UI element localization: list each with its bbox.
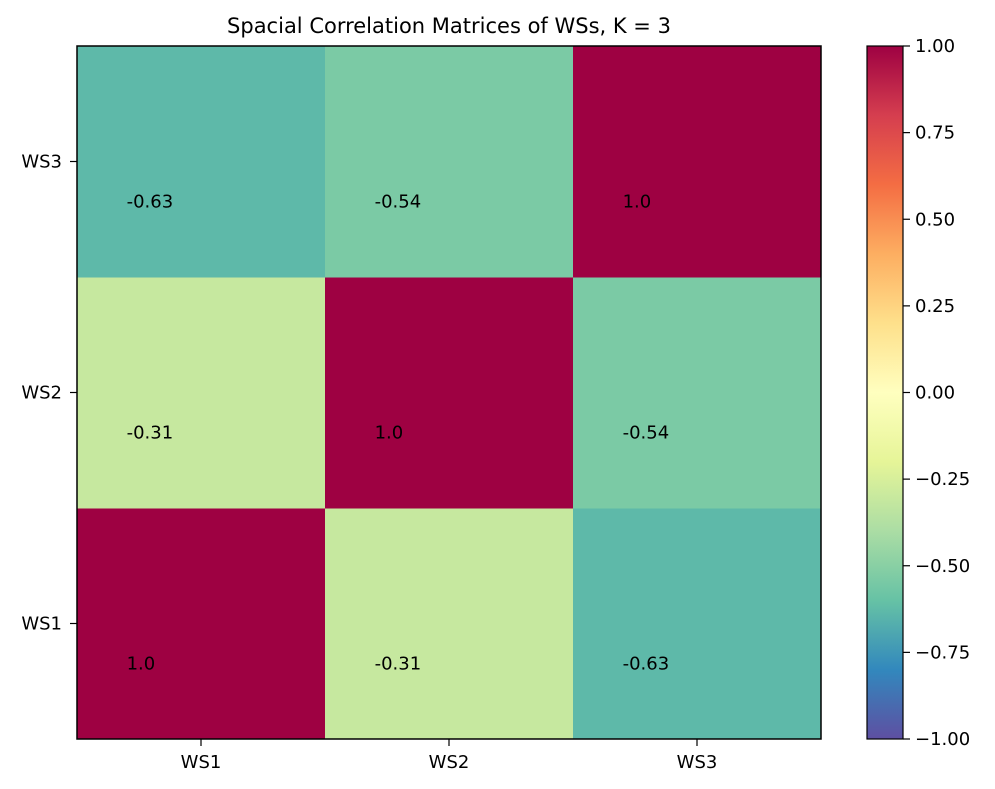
x-axis: WS1 WS2 WS3 bbox=[181, 739, 718, 773]
colorbar-axis: 1.00 0.75 0.50 0.25 0.00 −0.25 −0.50 −0.75 −1.00 bbox=[903, 36, 970, 750]
heatmap-cell bbox=[573, 508, 822, 740]
heatmap-cell bbox=[573, 277, 822, 509]
colorbar-tick-label: 0.25 bbox=[915, 296, 955, 317]
heatmap-cell bbox=[77, 46, 326, 278]
cell-value-label: 1.0 bbox=[127, 654, 156, 675]
y-axis: WS1 WS2 WS3 bbox=[21, 152, 77, 635]
x-tick-label: WS1 bbox=[181, 752, 222, 773]
y-tick-label: WS2 bbox=[21, 383, 62, 404]
cell-value-label: -0.31 bbox=[127, 423, 174, 444]
heatmap-cell bbox=[77, 508, 326, 740]
chart-title: Spacial Correlation Matrices of WSs, K =… bbox=[227, 14, 671, 38]
colorbar-tick-label: −0.25 bbox=[915, 469, 970, 490]
cell-value-label: 1.0 bbox=[623, 192, 652, 213]
y-tick-label: WS3 bbox=[21, 152, 62, 173]
colorbar-tick-label: 0.50 bbox=[915, 209, 955, 230]
colorbar-tick-label: 0.00 bbox=[915, 383, 955, 404]
colorbar bbox=[866, 45, 904, 740]
heatmap-cell bbox=[325, 46, 574, 278]
heatmap-cell bbox=[573, 46, 822, 278]
colorbar-tick-label: −0.75 bbox=[915, 642, 970, 663]
heatmap-cell bbox=[325, 508, 574, 740]
cell-value-label: -0.63 bbox=[127, 192, 174, 213]
x-tick-label: WS2 bbox=[429, 752, 470, 773]
y-tick-label: WS1 bbox=[21, 614, 62, 635]
colorbar-tick-label: −1.00 bbox=[915, 729, 970, 750]
cell-value-label: -0.63 bbox=[623, 654, 670, 675]
colorbar-tick-label: 0.75 bbox=[915, 123, 955, 144]
cell-value-label: -0.54 bbox=[623, 423, 670, 444]
colorbar-tick-label: 1.00 bbox=[915, 36, 955, 57]
heatmap-cell bbox=[325, 277, 574, 509]
colorbar-tick-label: −0.50 bbox=[915, 556, 970, 577]
heatmap-cell-labels: 1.0 -0.31 -0.63 -0.31 1.0 -0.54 -0.63 -0.54 1.0 bbox=[127, 192, 670, 675]
heatmap-cells bbox=[77, 46, 822, 740]
x-tick-label: WS3 bbox=[677, 752, 718, 773]
heatmap-cell bbox=[77, 277, 326, 509]
cell-value-label: -0.31 bbox=[375, 654, 422, 675]
cell-value-label: -0.54 bbox=[375, 192, 422, 213]
cell-value-label: 1.0 bbox=[375, 423, 404, 444]
